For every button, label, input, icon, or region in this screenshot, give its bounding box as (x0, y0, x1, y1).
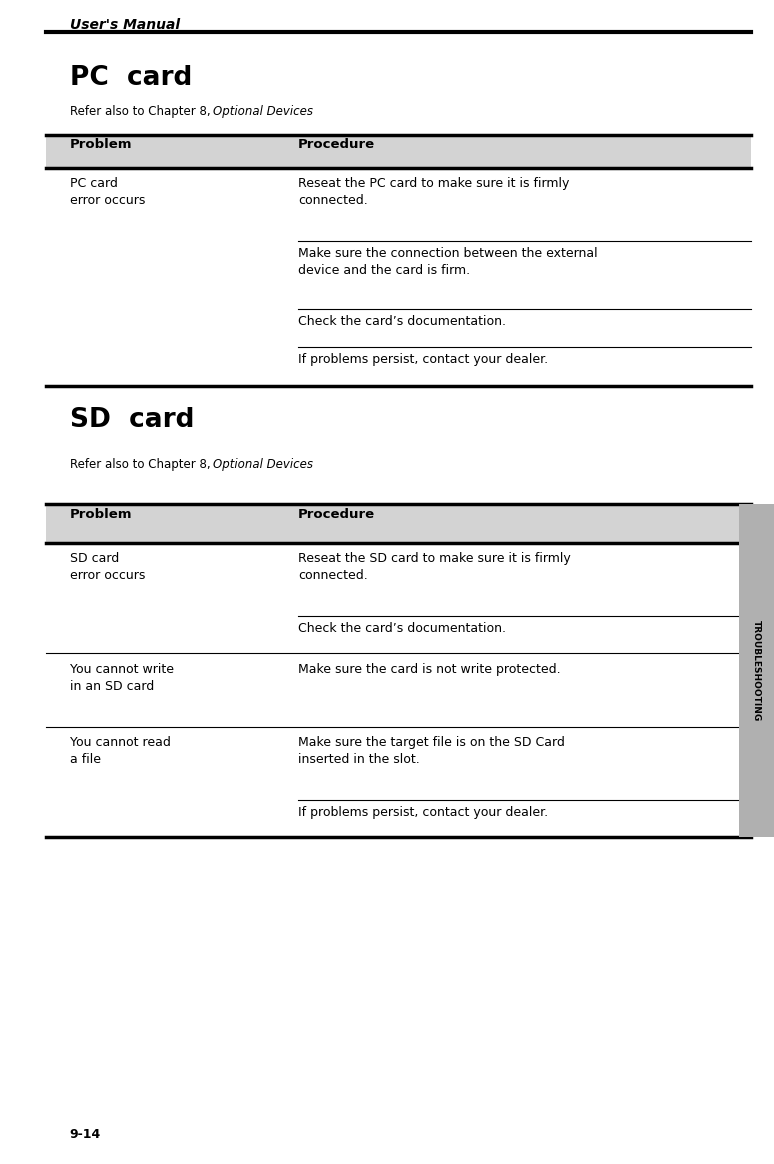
Text: Check the card’s documentation.: Check the card’s documentation. (298, 622, 506, 634)
Text: You cannot write
in an SD card: You cannot write in an SD card (70, 662, 173, 693)
Bar (46, 135, 751, 168)
Text: If problems persist, contact your dealer.: If problems persist, contact your dealer… (298, 805, 548, 818)
Text: User's Manual: User's Manual (70, 17, 180, 31)
Text: TROUBLESHOOTING: TROUBLESHOOTING (752, 620, 761, 722)
Text: SD card
error occurs: SD card error occurs (70, 552, 145, 582)
Text: Procedure: Procedure (298, 508, 375, 520)
Text: Make sure the card is not write protected.: Make sure the card is not write protecte… (298, 662, 560, 675)
Text: 9-14: 9-14 (70, 1128, 101, 1141)
Text: Make sure the connection between the external
device and the card is firm.: Make sure the connection between the ext… (298, 247, 598, 277)
Text: Problem: Problem (70, 508, 132, 520)
Text: Optional Devices: Optional Devices (213, 457, 313, 470)
Text: PC  card: PC card (70, 65, 192, 91)
Text: Reseat the SD card to make sure it is firmly
connected.: Reseat the SD card to make sure it is fi… (298, 552, 570, 582)
Text: Refer also to Chapter 8,: Refer also to Chapter 8, (70, 105, 214, 118)
Text: .: . (279, 457, 283, 470)
Bar (46, 504, 751, 542)
Text: PC card
error occurs: PC card error occurs (70, 177, 145, 207)
Text: SD  card: SD card (70, 406, 194, 433)
Bar (739, 504, 774, 837)
Text: Refer also to Chapter 8,: Refer also to Chapter 8, (70, 457, 214, 470)
Text: Procedure: Procedure (298, 139, 375, 151)
Text: Optional Devices: Optional Devices (213, 105, 313, 118)
Text: Check the card’s documentation.: Check the card’s documentation. (298, 314, 506, 327)
Text: .: . (279, 105, 283, 118)
Text: If problems persist, contact your dealer.: If problems persist, contact your dealer… (298, 353, 548, 365)
Text: Problem: Problem (70, 139, 132, 151)
Text: Reseat the PC card to make sure it is firmly
connected.: Reseat the PC card to make sure it is fi… (298, 177, 570, 207)
Text: You cannot read
a file: You cannot read a file (70, 736, 170, 766)
Text: Make sure the target file is on the SD Card
inserted in the slot.: Make sure the target file is on the SD C… (298, 736, 565, 766)
